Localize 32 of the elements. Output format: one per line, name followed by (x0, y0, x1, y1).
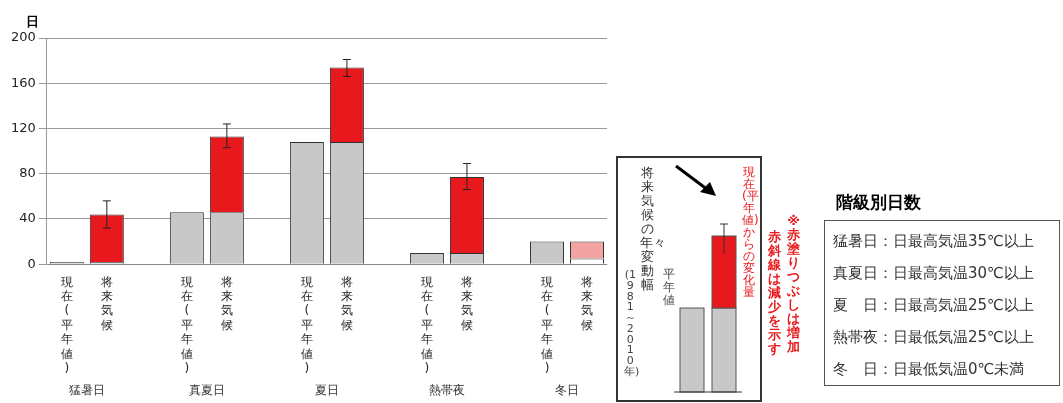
x-tick-label: 現在(平年値) (180, 274, 193, 375)
x-tick-label: 現在(平年値) (420, 274, 433, 375)
text: 階級別日数 (836, 191, 921, 214)
text: 冬日 (554, 383, 579, 398)
text: 真夏日：日最高気温30℃以上 (833, 263, 1035, 284)
text: 真夏日 (188, 383, 225, 398)
x-tick-label: 将来気候 (339, 274, 353, 332)
x-tick-label: 将来気候 (219, 274, 233, 332)
y-tick-label: 120 (10, 119, 36, 135)
x-tick-label: 現在(平年値) (60, 274, 73, 375)
text: 冬 日：日最低気温0℃未満 (833, 359, 1026, 380)
text: (1981～2010年) (624, 268, 640, 378)
text: 熱帯夜：日最低気温25℃以上 (833, 327, 1035, 348)
y-tick-label: 80 (19, 165, 36, 181)
text: 夏日 (314, 383, 339, 398)
text: 熱帯夜 (428, 383, 465, 398)
x-tick-label: 現在(平年値) (540, 274, 553, 375)
y-tick-label: 40 (19, 210, 36, 226)
x-tick-label: 将来気候 (579, 274, 593, 332)
y-tick-label: 200 (10, 29, 36, 45)
y-tick-label: 160 (10, 74, 36, 90)
text: 猛暑日：日最高気温35℃以上 (833, 231, 1035, 252)
x-tick-label: 現在(平年値) (300, 274, 313, 375)
x-tick-label: 将来気候 (459, 274, 473, 332)
text: 夏 日：日最高気温25℃以上 (833, 295, 1035, 316)
x-tick-label: 将来気候 (99, 274, 113, 332)
text: 現在(平年値)からの変化量 (742, 165, 759, 299)
text: 赤斜線は減少を示す (767, 229, 781, 357)
text: 猛暑日 (68, 383, 105, 398)
y-axis-title: 日 (26, 14, 39, 30)
text: ※赤塗りつぶしは増加 (786, 213, 800, 355)
y-tick-label: 0 (27, 255, 36, 271)
